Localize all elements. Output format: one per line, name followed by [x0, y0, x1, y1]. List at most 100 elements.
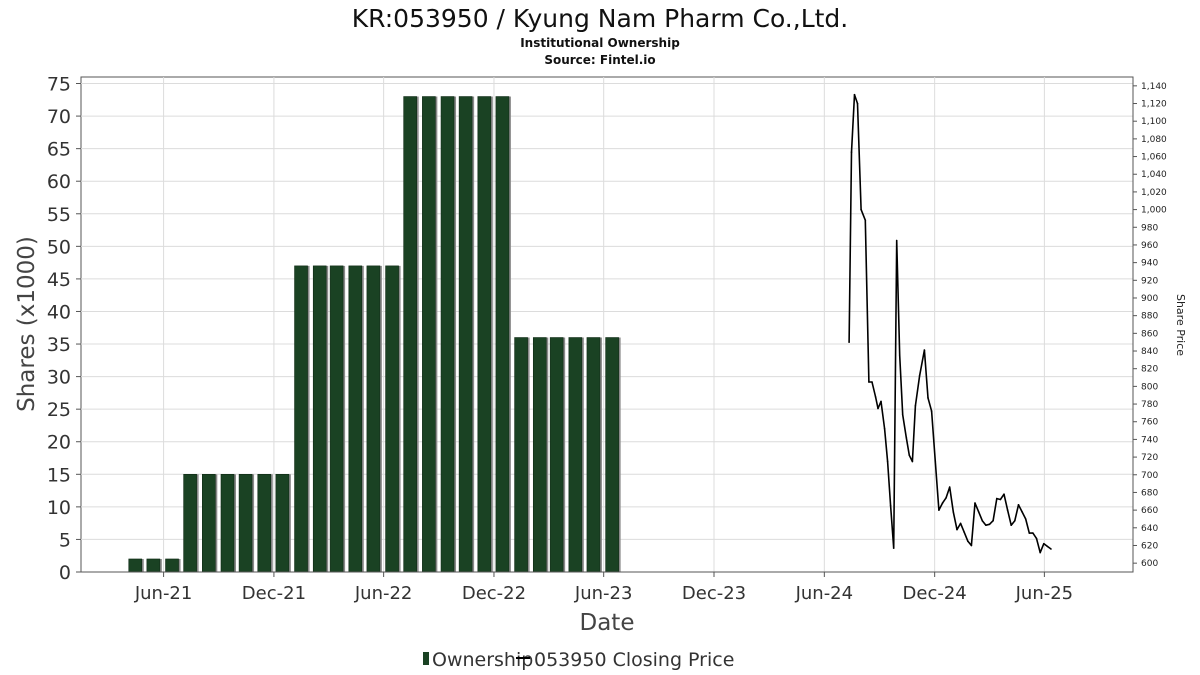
price-point — [988, 523, 991, 526]
price-point — [914, 405, 917, 407]
price-point — [941, 502, 944, 504]
price-point — [970, 544, 973, 547]
y-right-tick-label: 840 — [1141, 347, 1158, 357]
price-point — [898, 354, 901, 357]
legend-ownership-swatch — [423, 652, 429, 665]
ownership-bar — [586, 337, 601, 573]
x-axis: Jun-21 Dec-21 Jun-22 Dec-22 Jun-23 Dec-23 Jun-… — [134, 572, 1073, 604]
ownership-bars — [128, 96, 621, 573]
y-right-tick-label: 760 — [1141, 418, 1158, 428]
y-right-tick-label: 620 — [1141, 541, 1158, 551]
price-point — [886, 460, 889, 463]
ownership-bar — [183, 474, 197, 573]
ownership-bar — [146, 558, 161, 573]
price-point — [1006, 509, 1009, 511]
ownership-bar — [312, 265, 327, 573]
x-tick-label: Jun-24 — [795, 583, 854, 604]
y-right-tick-label: 880 — [1141, 312, 1158, 322]
y-left-tick-label: 25 — [47, 399, 71, 421]
price-point — [1024, 518, 1027, 520]
y-right-tick-label: 820 — [1141, 365, 1158, 375]
price-point — [1014, 519, 1016, 522]
ownership-bar — [238, 474, 253, 573]
ownership-bar — [128, 558, 143, 573]
y-right-tick-label: 1,100 — [1141, 117, 1167, 127]
price-point — [874, 396, 877, 398]
ownership-bar — [403, 96, 417, 573]
legend-price-label: 053950 Closing Price — [534, 649, 734, 671]
ownership-bar — [514, 337, 528, 573]
ownership-bar — [329, 265, 344, 573]
y-right-tick-label: 1,140 — [1141, 82, 1167, 92]
y-right-tick-label: 720 — [1141, 453, 1158, 463]
ownership-bar — [257, 474, 272, 573]
price-point — [967, 540, 969, 542]
price-point — [901, 413, 904, 416]
y-axis-right: 600 620 640 660 680 700 720 740 760 780 800 820 840 8… — [1133, 82, 1167, 569]
price-point — [911, 460, 914, 463]
price-point — [889, 504, 892, 507]
price-point — [883, 428, 886, 430]
ownership-bar — [549, 337, 564, 573]
y-right-tick-label: 960 — [1141, 241, 1158, 251]
y-right-tick-label: 740 — [1141, 435, 1158, 445]
price-point — [930, 410, 933, 412]
y-right-tick-label: 900 — [1141, 294, 1158, 304]
price-point — [1043, 542, 1045, 545]
y-right-tick-label: 920 — [1141, 276, 1158, 286]
y-left-tick-label: 60 — [47, 171, 71, 193]
y-right-tick-label: 600 — [1141, 559, 1158, 569]
price-point — [1003, 493, 1005, 496]
price-point — [1017, 504, 1020, 506]
x-tick-label: Dec-21 — [242, 583, 306, 604]
y-left-tick-label: 45 — [47, 269, 71, 291]
price-point — [871, 381, 873, 383]
ownership-bar — [568, 337, 583, 573]
price-point — [948, 486, 951, 488]
ownership-bar — [458, 96, 473, 573]
price-point — [877, 407, 879, 410]
y-left-tick-label: 20 — [47, 432, 71, 454]
y-right-tick-label: 940 — [1141, 259, 1158, 269]
y-right-tick-label: 980 — [1141, 223, 1158, 233]
y-left-tick-label: 35 — [47, 334, 71, 356]
price-point — [918, 375, 921, 377]
price-point — [848, 341, 850, 344]
chart-subtitle: Institutional Ownership — [520, 36, 680, 50]
ownership-bar — [385, 265, 399, 573]
x-tick-label: Jun-21 — [134, 583, 193, 604]
price-point — [905, 436, 908, 439]
price-point — [868, 381, 870, 383]
y-left-tick-label: 55 — [47, 204, 71, 226]
price-point — [856, 102, 859, 105]
price-point — [1050, 548, 1052, 550]
price-point — [992, 519, 994, 522]
y-right-tick-label: 860 — [1141, 329, 1158, 339]
y-axis-left: 0 5 10 15 20 25 30 35 40 45 50 55 60 65 70 75 — [47, 74, 81, 584]
chart-source: Source: Fintel.io — [544, 53, 655, 67]
y-left-tick-label: 10 — [47, 497, 71, 519]
ownership-bar — [605, 337, 619, 573]
y-left-tick-label: 15 — [47, 464, 71, 486]
y-right-tick-label: 780 — [1141, 400, 1158, 410]
y-right-tick-label: 640 — [1141, 524, 1158, 534]
y-right-tick-label: 800 — [1141, 382, 1158, 392]
ownership-bar — [532, 337, 547, 573]
price-point — [927, 397, 929, 399]
price-point — [864, 219, 867, 221]
price-point — [1032, 532, 1034, 534]
price-point — [1028, 532, 1031, 534]
ownership-bar — [202, 474, 216, 573]
ownership-bar — [477, 96, 492, 573]
x-tick-label: Dec-24 — [903, 583, 967, 604]
y-right-tick-label: 1,060 — [1141, 153, 1167, 163]
y-left-tick-label: 30 — [47, 367, 71, 389]
x-tick-label: Jun-25 — [1015, 583, 1074, 604]
y-left-tick-label: 65 — [47, 139, 71, 161]
y-left-tick-label: 50 — [47, 236, 71, 258]
ownership-bar — [220, 474, 235, 573]
price-point — [945, 497, 947, 499]
price-point — [974, 502, 976, 504]
y-left-tick-label: 70 — [47, 106, 71, 128]
